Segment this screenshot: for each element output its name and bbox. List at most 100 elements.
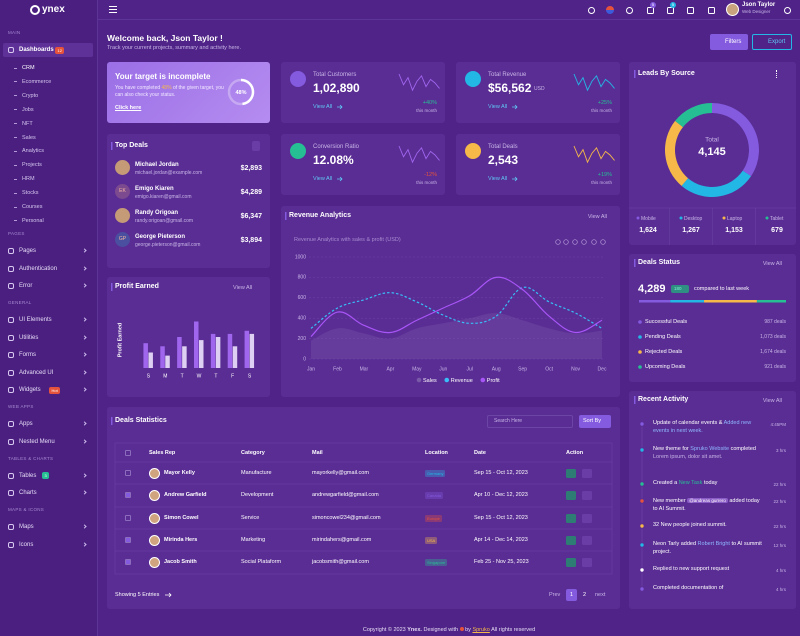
- card-title: Recent Activity: [638, 396, 689, 403]
- theme-icon[interactable]: [625, 6, 633, 14]
- submenu-item[interactable]: Analytics: [22, 148, 45, 155]
- deal-amount: $4,289: [240, 189, 262, 196]
- edit-button[interactable]: [582, 557, 592, 567]
- page-prev[interactable]: Prev: [549, 592, 561, 598]
- filters-button[interactable]: Filters: [710, 34, 748, 50]
- menu-item[interactable]: Icons: [3, 538, 93, 552]
- submenu-item[interactable]: HRM: [22, 176, 35, 183]
- activity-time: 4 hrs: [775, 568, 786, 573]
- deal-name: George Pieterson: [135, 234, 186, 240]
- stat-link[interactable]: View All: [488, 176, 508, 182]
- edit-button[interactable]: [582, 468, 592, 478]
- menu-item[interactable]: Error: [3, 279, 93, 293]
- menu-item[interactable]: Authentication: [3, 262, 93, 276]
- sort-button[interactable]: Sort By: [579, 415, 611, 428]
- more-button[interactable]: [252, 141, 260, 151]
- apps-icon[interactable]: [686, 6, 694, 14]
- stat-value: 12.08%: [313, 153, 354, 167]
- fullscreen-icon[interactable]: [707, 6, 715, 14]
- view-all[interactable]: View All: [587, 214, 607, 220]
- edit-button[interactable]: [582, 490, 592, 500]
- text: New theme for: [653, 446, 689, 452]
- highlight: 48%: [161, 85, 172, 91]
- checkbox[interactable]: [125, 537, 131, 543]
- stat-link[interactable]: View All: [313, 176, 333, 182]
- submenu-dash: [14, 164, 17, 166]
- checkbox[interactable]: [125, 492, 131, 498]
- page-number[interactable]: 1: [566, 589, 577, 601]
- view-all[interactable]: View All: [233, 285, 253, 291]
- avatar: [149, 513, 160, 524]
- submenu-dash: [14, 220, 17, 222]
- checkbox[interactable]: [125, 450, 131, 456]
- menu-item[interactable]: Advanced UI: [3, 366, 93, 380]
- category: Marketing: [241, 537, 266, 543]
- download-button[interactable]: [566, 513, 576, 523]
- search-input[interactable]: Search Here: [487, 415, 573, 428]
- footer: Copyright © 2023 Ynex. Designed with by …: [98, 625, 800, 635]
- submenu-item[interactable]: Crypto: [22, 92, 39, 99]
- stat-value: 1,02,890: [313, 81, 360, 95]
- submenu-item[interactable]: Sales: [22, 134, 36, 141]
- submenu-item[interactable]: CRM: [22, 65, 35, 71]
- menu-item[interactable]: Forms: [3, 348, 93, 362]
- checkbox[interactable]: [125, 515, 131, 521]
- activity-time: 22 hrs: [773, 499, 786, 504]
- menu-item[interactable]: Widgets Hot: [3, 383, 93, 397]
- submenu-item[interactable]: Projects: [22, 162, 42, 169]
- submenu-item[interactable]: NFT: [22, 120, 33, 127]
- menu-item[interactable]: UI Elements: [3, 313, 93, 327]
- search-icon[interactable]: [587, 6, 595, 14]
- user-avatar[interactable]: [726, 3, 739, 16]
- download-button[interactable]: [566, 535, 576, 545]
- chevron: [82, 370, 87, 375]
- download-button[interactable]: [566, 468, 576, 478]
- more-button[interactable]: [776, 70, 782, 78]
- flag-icon[interactable]: [606, 6, 614, 14]
- settings-icon[interactable]: [783, 6, 791, 14]
- submenu-item[interactable]: Personal: [22, 217, 44, 224]
- menu-item[interactable]: Utilities: [3, 331, 93, 345]
- menu-item[interactable]: Charts: [3, 486, 93, 500]
- page-number[interactable]: 2: [582, 592, 587, 598]
- export-button[interactable]: Export: [752, 34, 792, 50]
- menu-label: Advanced UI: [19, 369, 54, 376]
- menu-item[interactable]: Apps: [3, 417, 93, 431]
- checkbox[interactable]: [125, 559, 131, 565]
- menu-badge: Hot: [49, 386, 61, 394]
- edit-button[interactable]: [582, 513, 592, 523]
- view-all[interactable]: View All: [762, 398, 782, 404]
- view-all[interactable]: View All: [762, 261, 782, 267]
- download-button[interactable]: [566, 490, 576, 500]
- menu-item[interactable]: Nested Menu: [3, 435, 93, 449]
- activity-text: New theme for Spruko Website completed Lo…: [653, 446, 765, 461]
- stat-link[interactable]: View All: [313, 104, 333, 110]
- submenu-item[interactable]: Jobs: [22, 106, 34, 113]
- menu-item[interactable]: Dashboards 12: [3, 43, 93, 57]
- menu-item[interactable]: Maps: [3, 520, 93, 534]
- chevron: [82, 352, 87, 358]
- checkbox[interactable]: [125, 470, 131, 476]
- menu-item[interactable]: Tables 3: [3, 469, 93, 483]
- menu-toggle[interactable]: [109, 6, 117, 13]
- footer-link: Spruko: [472, 627, 490, 633]
- download-button[interactable]: [566, 557, 576, 567]
- avatar: [149, 557, 160, 568]
- submenu-item[interactable]: Courses: [22, 204, 43, 210]
- menu-label: Charts: [19, 490, 37, 497]
- target-link[interactable]: Click here: [115, 105, 142, 111]
- submenu-item[interactable]: Ecommerce: [22, 78, 52, 85]
- card-title: Leads By Source: [638, 70, 695, 77]
- menu-icon: [8, 421, 14, 428]
- heart-icon: [459, 627, 464, 631]
- stat-link[interactable]: View All: [488, 104, 508, 110]
- submenu-item[interactable]: Stocks: [22, 190, 39, 197]
- page-next[interactable]: next: [595, 592, 606, 598]
- card-title: Deals Statistics: [115, 417, 167, 424]
- submenu-dash: [14, 95, 17, 97]
- activity-text: New member @andreas gurrero added today …: [653, 497, 765, 513]
- deal-email: george.pieterson@gmail.com: [135, 242, 201, 248]
- menu-item[interactable]: Pages: [3, 244, 93, 258]
- deal-amount: $6,347: [240, 213, 262, 220]
- edit-button[interactable]: [582, 535, 592, 545]
